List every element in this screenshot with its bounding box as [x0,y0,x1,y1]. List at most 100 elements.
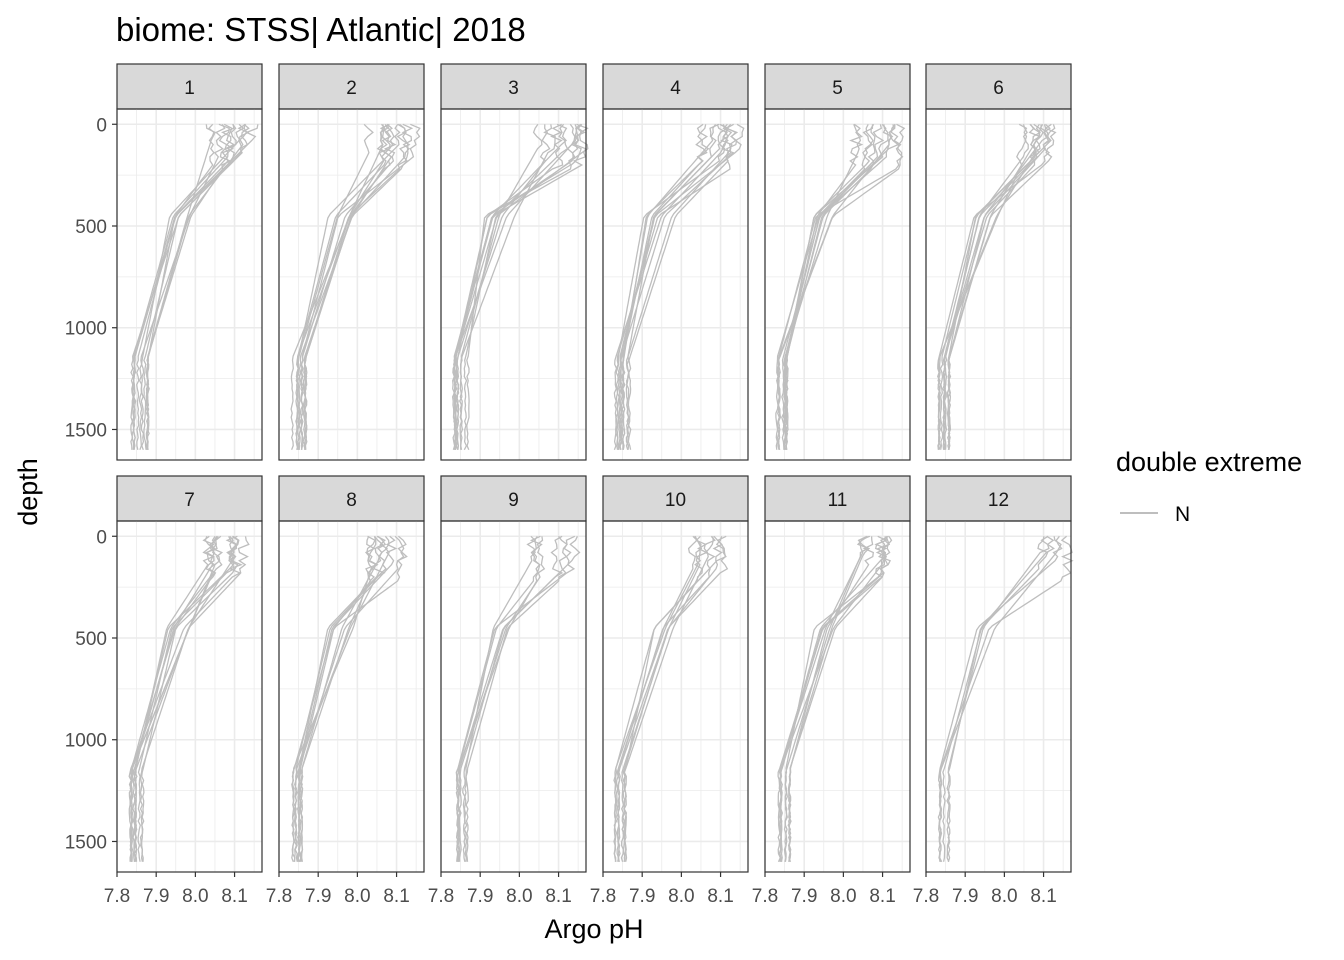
x-tick-label: 7.8 [752,886,778,907]
y-tick-label: 1500 [65,420,107,441]
facet-strip-label: 11 [828,490,848,511]
profile-line [137,535,235,862]
x-tick-label: 7.9 [791,886,817,907]
panel-border [602,520,749,873]
profile-lines [937,535,1074,863]
facet-strip [602,63,749,110]
facet-panel-11: 11 [764,475,911,873]
profile-line [946,124,1056,450]
x-tick-label: 7.8 [428,886,454,907]
profile-line [937,123,1042,451]
chart-title: biome: STSS| Atlantic| 2018 [116,11,526,48]
profile-line [455,535,543,862]
x-tick-label: 7.8 [913,886,939,907]
profile-line [776,124,895,451]
profile-line [615,123,737,450]
profile-line [625,123,739,450]
facet-panel-6: 6 [925,63,1072,461]
facet-strip [602,475,749,522]
profile-line [627,123,733,450]
y-tick-label: 1000 [65,731,107,752]
profile-line [456,535,541,863]
profile-line [294,535,390,862]
panel-border [278,520,425,873]
x-tick-label: 7.9 [629,886,655,907]
x-tick-label: 8.0 [182,886,208,907]
profile-line [145,123,232,450]
profile-lines [290,123,421,451]
facet-strip [764,475,911,522]
profile-line [295,123,387,451]
profile-line [463,535,537,862]
facet-panels: 1 2 3 4 5 67 8 9 10 11 12 [116,63,1074,873]
profile-line [128,535,243,862]
facet-strip-label: 7 [184,490,195,511]
profile-line [783,536,888,862]
profile-line [295,124,391,450]
profile-line [942,536,1049,862]
x-tick-label: 8.1 [383,886,409,907]
x-tick-label: 7.9 [467,886,493,907]
x-tick-label: 7.9 [143,886,169,907]
x-tick-label: 8.0 [991,886,1017,907]
profile-line [466,123,583,451]
profile-line [455,123,564,451]
facet-strip-label: 6 [993,78,1004,99]
panel-border [440,520,587,873]
x-tick-label: 7.8 [590,886,616,907]
profile-line [299,536,379,862]
profile-line [937,124,1028,450]
profile-line [459,124,556,450]
facet-strip [925,475,1072,522]
panel-border [440,108,587,461]
profile-line [296,123,401,450]
y-tick-label: 500 [75,629,107,650]
profile-line [302,124,395,450]
facet-panel-7: 7 [116,475,263,873]
profile-lines [613,123,745,451]
profile-line [298,536,377,862]
profile-line [784,535,869,862]
profile-line [292,535,405,862]
x-axis: 7.8 7.9 8.0 8.1 7.8 7.9 8.0 8.1 7.8 7.9 8.0 8.1 7.8 7… [104,872,1057,907]
x-tick-label: 7.9 [305,886,331,907]
panel-border [925,108,1072,461]
profile-line [620,123,709,450]
y-tick-label: 500 [75,217,107,238]
profile-line [455,124,551,450]
profile-line [133,535,238,863]
facet-strip-label: 1 [184,78,195,99]
profile-line [458,536,546,862]
profile-line [947,124,1057,450]
profile-line [143,123,250,450]
x-axis-title: Argo pH [544,914,643,944]
profile-line [141,536,239,862]
profile-line [785,124,889,450]
facet-strip-label: 8 [346,490,357,511]
facet-panel-2: 2 [278,63,425,461]
facet-strip-label: 10 [665,490,686,511]
panel-border [764,108,911,461]
x-tick-label: 8.1 [1030,886,1056,907]
y-tick-label: 1000 [65,319,107,340]
profile-line [947,535,1055,863]
profile-lines [130,123,259,451]
x-tick-label: 8.1 [869,886,895,907]
facet-panel-9: 9 [440,475,587,873]
profile-line [776,123,904,450]
facet-panel-10: 10 [602,475,749,873]
profile-lines [936,123,1057,451]
profile-line [613,536,727,862]
facet-panel-3: 3 [440,63,589,461]
facet-strip [116,63,263,110]
facet-strip-label: 2 [346,78,357,99]
profile-line [622,535,729,862]
profile-line [936,123,1051,450]
profile-line [146,123,215,450]
legend-title: double extreme [1116,447,1302,477]
facet-strip-label: 9 [508,490,519,511]
gridlines [278,109,424,460]
profile-line [616,123,729,450]
profile-lines [775,123,906,451]
